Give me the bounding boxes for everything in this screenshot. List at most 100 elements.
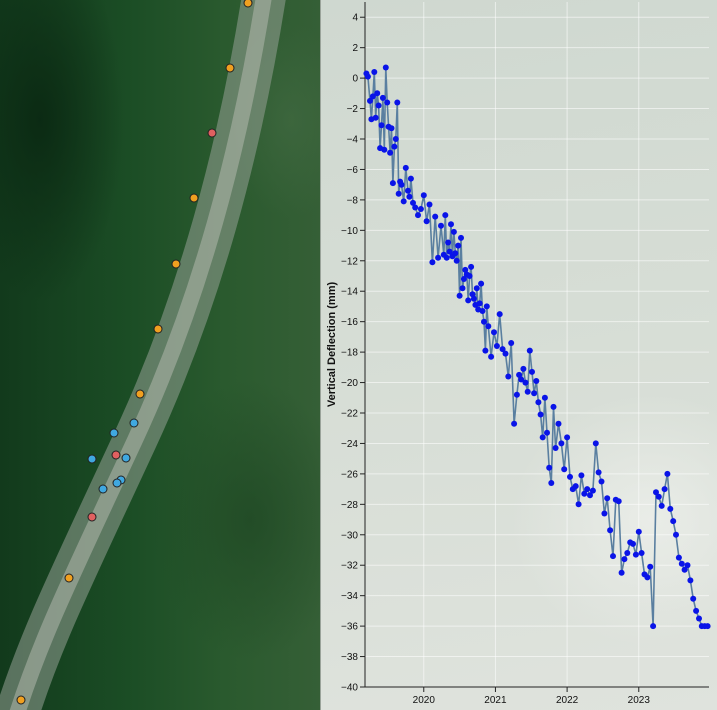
- data-point[interactable]: [693, 607, 700, 614]
- data-point[interactable]: [382, 64, 389, 71]
- data-point[interactable]: [379, 94, 386, 101]
- map-measurement-point[interactable]: [98, 484, 108, 494]
- data-point[interactable]: [678, 560, 685, 567]
- data-point[interactable]: [684, 562, 691, 569]
- data-point[interactable]: [630, 540, 636, 547]
- map-measurement-point[interactable]: [129, 418, 139, 428]
- data-point[interactable]: [402, 164, 409, 171]
- data-point[interactable]: [564, 434, 571, 441]
- data-point[interactable]: [575, 501, 582, 508]
- data-point[interactable]: [537, 411, 544, 418]
- data-point[interactable]: [601, 510, 608, 517]
- data-point[interactable]: [478, 280, 485, 287]
- data-point[interactable]: [455, 242, 462, 249]
- data-point[interactable]: [448, 221, 454, 228]
- data-point[interactable]: [704, 623, 711, 630]
- map-measurement-point[interactable]: [64, 573, 74, 583]
- data-point[interactable]: [387, 149, 394, 156]
- data-point[interactable]: [541, 394, 548, 401]
- data-point[interactable]: [426, 201, 433, 208]
- data-point[interactable]: [548, 480, 555, 486]
- data-point[interactable]: [511, 420, 518, 427]
- data-point[interactable]: [476, 300, 483, 307]
- data-point[interactable]: [673, 531, 679, 538]
- map-measurement-point[interactable]: [243, 0, 253, 8]
- data-point[interactable]: [533, 378, 540, 384]
- data-point[interactable]: [604, 495, 611, 502]
- data-point[interactable]: [655, 493, 662, 500]
- data-point[interactable]: [388, 125, 395, 132]
- data-point[interactable]: [470, 295, 477, 302]
- data-point[interactable]: [535, 399, 542, 406]
- data-point[interactable]: [621, 556, 628, 563]
- map-measurement-point[interactable]: [87, 454, 97, 464]
- data-point[interactable]: [670, 518, 677, 525]
- data-point[interactable]: [400, 198, 407, 205]
- data-point[interactable]: [607, 527, 614, 534]
- data-point[interactable]: [432, 213, 439, 220]
- data-point[interactable]: [405, 187, 411, 194]
- map-measurement-point[interactable]: [109, 428, 119, 438]
- data-point[interactable]: [578, 472, 585, 479]
- data-point[interactable]: [546, 464, 553, 471]
- data-point[interactable]: [658, 502, 665, 509]
- data-point[interactable]: [420, 192, 427, 199]
- data-point[interactable]: [446, 248, 453, 255]
- data-point[interactable]: [481, 318, 487, 325]
- data-point[interactable]: [465, 297, 472, 304]
- data-point[interactable]: [581, 490, 588, 497]
- data-point[interactable]: [445, 239, 452, 246]
- data-point[interactable]: [392, 136, 399, 142]
- data-point[interactable]: [513, 391, 520, 398]
- data-point[interactable]: [391, 143, 398, 150]
- data-point[interactable]: [567, 473, 573, 480]
- data-point[interactable]: [450, 228, 457, 235]
- map-measurement-point[interactable]: [225, 63, 235, 73]
- data-point[interactable]: [615, 498, 622, 505]
- data-point[interactable]: [378, 122, 385, 129]
- data-point[interactable]: [584, 486, 591, 493]
- data-point[interactable]: [462, 266, 469, 273]
- data-point[interactable]: [452, 250, 459, 257]
- data-point[interactable]: [687, 577, 694, 584]
- data-point[interactable]: [394, 99, 401, 106]
- data-point[interactable]: [539, 434, 546, 441]
- data-point[interactable]: [664, 470, 671, 477]
- data-point[interactable]: [550, 403, 557, 410]
- data-point[interactable]: [610, 553, 616, 560]
- data-point[interactable]: [696, 615, 702, 622]
- data-point[interactable]: [410, 199, 416, 206]
- data-point[interactable]: [460, 276, 467, 282]
- data-point[interactable]: [384, 99, 391, 106]
- data-point[interactable]: [371, 69, 378, 75]
- map-measurement-point[interactable]: [153, 324, 163, 334]
- data-point[interactable]: [423, 218, 430, 225]
- data-point[interactable]: [552, 445, 559, 451]
- data-point[interactable]: [531, 390, 538, 397]
- data-point[interactable]: [589, 487, 596, 494]
- data-point[interactable]: [632, 551, 639, 558]
- data-point[interactable]: [468, 263, 475, 270]
- data-point[interactable]: [690, 595, 697, 602]
- data-point[interactable]: [624, 550, 631, 556]
- map-measurement-point[interactable]: [16, 695, 26, 705]
- data-point[interactable]: [453, 257, 460, 264]
- data-point[interactable]: [488, 353, 495, 360]
- data-point[interactable]: [459, 285, 466, 292]
- data-point[interactable]: [505, 373, 512, 380]
- data-point[interactable]: [458, 234, 464, 241]
- data-point[interactable]: [638, 550, 645, 556]
- map-measurement-point[interactable]: [207, 128, 217, 138]
- data-point[interactable]: [438, 222, 444, 229]
- data-point[interactable]: [558, 440, 565, 447]
- data-point[interactable]: [598, 478, 605, 485]
- data-point[interactable]: [442, 212, 449, 219]
- data-point[interactable]: [520, 365, 527, 372]
- data-point[interactable]: [526, 347, 533, 354]
- map-measurement-point[interactable]: [171, 259, 181, 269]
- data-point[interactable]: [653, 489, 659, 496]
- data-point[interactable]: [389, 180, 396, 187]
- data-point[interactable]: [381, 146, 388, 153]
- data-point[interactable]: [529, 368, 535, 375]
- data-point[interactable]: [406, 193, 413, 200]
